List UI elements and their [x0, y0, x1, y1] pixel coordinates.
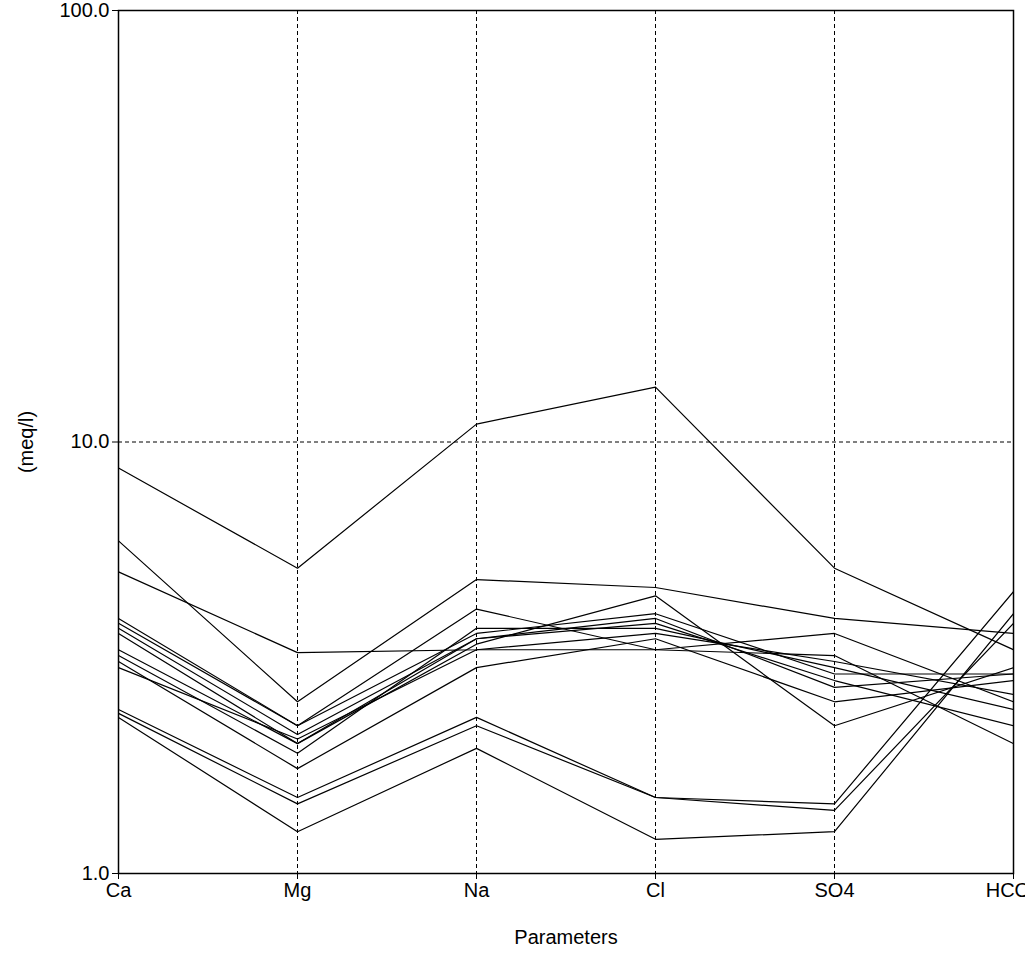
- svg-text:Na: Na: [464, 879, 490, 901]
- svg-text:Mg: Mg: [284, 879, 312, 901]
- svg-text:10.0: 10.0: [71, 430, 110, 452]
- svg-text:SO4: SO4: [814, 879, 854, 901]
- svg-text:1.0: 1.0: [81, 861, 110, 884]
- svg-text:(meq/l): (meq/l): [15, 411, 37, 473]
- svg-text:Cl: Cl: [646, 879, 665, 901]
- svg-text:Parameters: Parameters: [514, 926, 617, 948]
- svg-text:HCO3: HCO3: [986, 879, 1025, 901]
- svg-text:Ca: Ca: [106, 879, 132, 901]
- svg-text:100.0: 100.0: [59, 0, 109, 21]
